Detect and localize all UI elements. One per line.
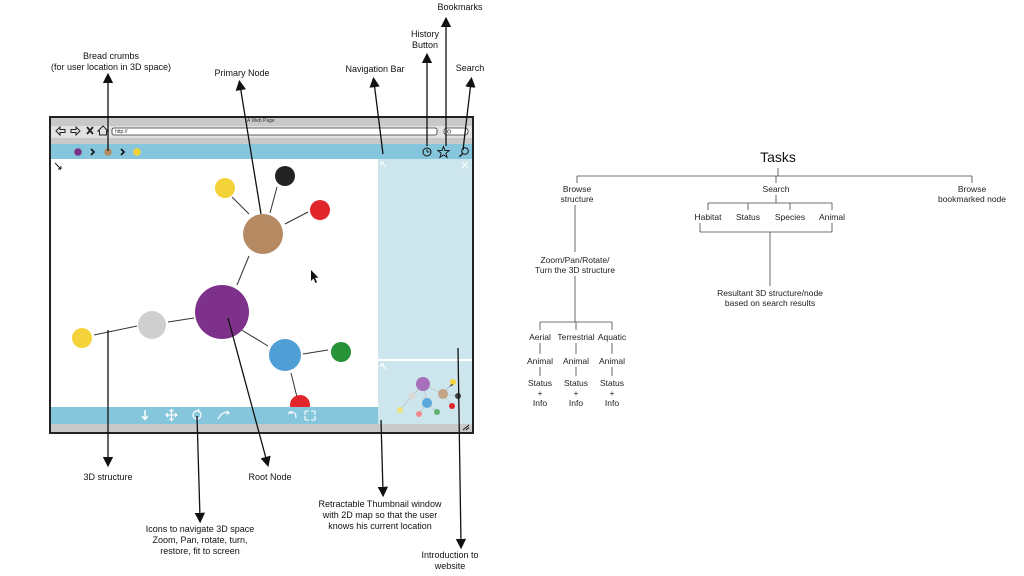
- edge: [231, 196, 250, 215]
- task-tree-lines: [539, 168, 973, 376]
- node-yellow[interactable]: [72, 328, 92, 348]
- label-thumbnail: Retractable Thumbnail window with 2D map…: [318, 499, 442, 531]
- stop-icon[interactable]: [86, 126, 94, 135]
- fit-to-screen-icon[interactable]: [304, 410, 316, 421]
- primary-node[interactable]: [243, 214, 283, 254]
- toolbar-divider: [51, 138, 472, 144]
- status-bar: [51, 424, 472, 432]
- home-icon[interactable]: [96, 125, 110, 136]
- panel-divider: [378, 359, 472, 361]
- collapse-arrow-icon: [54, 162, 62, 170]
- pan-icon[interactable]: [165, 408, 178, 422]
- arrow-root-node: [227, 317, 271, 468]
- node-gray[interactable]: [138, 311, 166, 339]
- breadcrumb-separator-icon: [90, 148, 96, 156]
- arrow-introduction: [455, 347, 467, 550]
- edge: [290, 372, 298, 398]
- arrow-primary-node: [235, 79, 262, 215]
- task-status-info-terrestrial: Status + Info: [563, 378, 589, 408]
- search-icon[interactable]: [459, 147, 469, 158]
- thumbnail-map[interactable]: [397, 377, 461, 417]
- task-species: Species: [774, 212, 806, 222]
- root-node[interactable]: [195, 285, 249, 339]
- thumbnail-collapse-icon: [380, 363, 387, 370]
- node-red[interactable]: [310, 200, 330, 220]
- forward-icon[interactable]: [70, 125, 81, 137]
- label-breadcrumbs: Bread crumbs (for user location in 3D sp…: [50, 51, 172, 72]
- task-animal-terrestrial: Animal: [563, 356, 589, 366]
- navigation-bar: [51, 144, 472, 159]
- arrow-search: [462, 76, 476, 151]
- label-search: Search: [455, 63, 485, 73]
- label-root-node: Root Node: [248, 472, 292, 482]
- breadcrumb-purple: [74, 148, 82, 156]
- edge: [167, 317, 195, 323]
- edge: [236, 255, 250, 286]
- resize-grip-icon: [462, 424, 470, 431]
- label-history: History Button: [410, 29, 439, 50]
- task-browse-bookmarked: Browse bookmarked node: [937, 184, 1007, 204]
- breadcrumb-yellow: [133, 148, 141, 156]
- task-search: Search: [762, 184, 790, 194]
- annotation-arrows: [102, 16, 476, 550]
- label-bookmarks: Bookmarks: [437, 2, 483, 12]
- canvas-3d: [51, 159, 378, 407]
- task-status-info-aerial: Status + Info: [527, 378, 553, 408]
- url-bar[interactable]: [111, 127, 438, 136]
- node-blue[interactable]: [269, 339, 301, 371]
- task-terrestrial: Terrestrial: [557, 332, 595, 342]
- task-status: Status: [735, 212, 761, 222]
- panel-collapse-icon: [380, 161, 387, 168]
- task-resultant: Resultant 3D structure/node based on sea…: [717, 288, 823, 308]
- arrow-icons: [194, 415, 206, 524]
- label-3d-structure: 3D structure: [83, 472, 133, 482]
- arrow-thumbnail: [377, 419, 389, 498]
- task-animal-aerial: Animal: [527, 356, 553, 366]
- breadcrumb-brown: [104, 148, 112, 156]
- node-green[interactable]: [331, 342, 351, 362]
- task-zoom-pan: Zoom/Pan/Rotate/ Turn the 3D structure: [535, 255, 615, 275]
- label-navigation-bar: Navigation Bar: [345, 64, 405, 74]
- task-animal: Animal: [819, 212, 845, 222]
- edge: [284, 211, 309, 225]
- edge: [302, 349, 329, 355]
- arrow-navigation-bar: [369, 76, 384, 155]
- tasks-title: Tasks: [760, 149, 796, 165]
- browser-mockup: [49, 116, 474, 434]
- task-animal-aquatic: Animal: [599, 356, 625, 366]
- panel-close-icon[interactable]: [461, 161, 469, 169]
- task-browse-structure: Browse structure: [560, 184, 594, 204]
- search-box-icon: [447, 129, 451, 134]
- node-black[interactable]: [275, 166, 295, 186]
- node-yellow[interactable]: [215, 178, 235, 198]
- intro-panel: [378, 159, 472, 359]
- edge: [269, 186, 278, 214]
- turn-icon[interactable]: [217, 410, 230, 420]
- title-bar: [51, 118, 472, 126]
- back-icon[interactable]: [55, 125, 66, 137]
- label-introduction: Introduction to website: [421, 550, 479, 571]
- mouse-cursor-icon: [311, 270, 319, 283]
- restore-icon[interactable]: [287, 411, 297, 419]
- url-text[interactable]: http://: [115, 129, 128, 135]
- task-status-info-aquatic: Status + Info: [599, 378, 625, 408]
- label-nav-icons: Icons to navigate 3D space Zoom, Pan, ro…: [145, 524, 255, 556]
- history-icon[interactable]: [422, 147, 432, 157]
- window-title: A Web Page: [247, 118, 275, 124]
- graph-edges: [93, 186, 329, 398]
- bottom-toolbar: [51, 407, 378, 424]
- task-aerial: Aerial: [529, 332, 551, 342]
- breadcrumb-separator-icon: [120, 148, 126, 156]
- edge: [93, 325, 138, 336]
- search-box[interactable]: [443, 127, 469, 136]
- label-primary-node: Primary Node: [214, 68, 270, 78]
- task-aquatic: Aquatic: [597, 332, 627, 342]
- task-habitat: Habitat: [694, 212, 722, 222]
- edge: [239, 328, 269, 347]
- bookmark-star-icon[interactable]: [436, 145, 451, 159]
- zoom-icon[interactable]: [141, 410, 149, 421]
